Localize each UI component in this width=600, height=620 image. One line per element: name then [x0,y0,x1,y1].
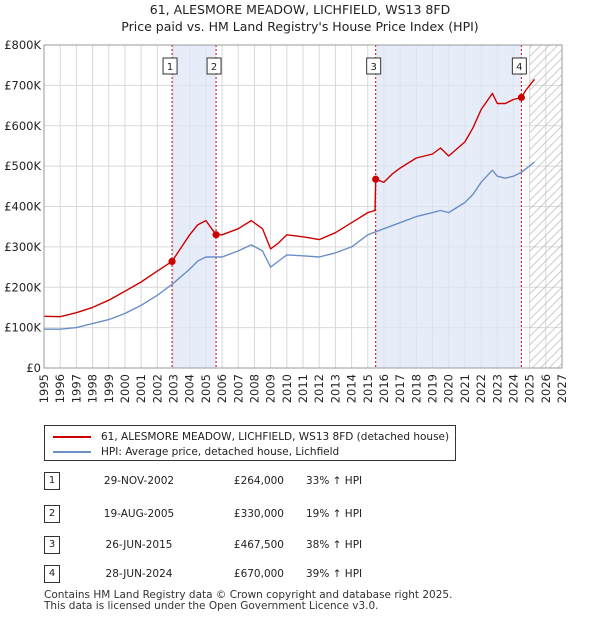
y-tick-label: £300K [4,240,41,254]
x-tick-label: 2005 [199,374,213,403]
x-tick-label: 1996 [53,374,67,403]
sale-date: 28-JUN-2024 [105,568,173,580]
legend-label-hpi: HPI: Average price, detached house, Lich… [101,446,340,458]
sale-date: 26-JUN-2015 [105,539,173,551]
x-tick-label: 2011 [296,374,310,403]
price-chart: 61, ALESMORE MEADOW, LICHFIELD, WS13 8FD… [4,2,569,403]
sale-label: 1 [167,62,173,73]
x-tick-label: 2023 [490,374,504,403]
sale-hpi-change: 33% ↑ HPI [306,475,363,487]
footer-attribution: Contains HM Land Registry data © Crown c… [44,590,452,612]
y-tick-label: £0 [26,361,41,375]
sale-label: 4 [516,62,522,73]
x-tick-label: 2001 [134,374,148,403]
legend: 61, ALESMORE MEADOW, LICHFIELD, WS13 8FD… [44,425,456,461]
legend-item-property: 61, ALESMORE MEADOW, LICHFIELD, WS13 8FD… [53,430,449,444]
x-tick-label: 2006 [215,374,229,403]
sale-price: £330,000 [233,508,284,520]
sale-label: 3 [370,62,376,73]
x-tick-label: 2020 [442,374,456,403]
sale-markers: 1 2 3 4 [162,57,527,266]
sale-number-badge: 2 [44,505,60,523]
x-tick-label: 2026 [539,374,553,403]
x-tick-label: 2013 [328,374,342,403]
sale-hpi-change: 38% ↑ HPI [306,539,363,551]
shaded-span [172,45,217,368]
x-tick-label: 2022 [474,374,488,403]
chart-subtitle: Price paid vs. HM Land Registry's House … [121,19,478,34]
axes: £0 £100K £200K £300K £400K £500K £600K £700K £80… [4,38,569,403]
x-tick-label: 2012 [312,374,326,403]
legend-swatch-hpi [53,451,91,453]
sale-price: £264,000 [233,475,284,487]
y-tick-label: £500K [4,159,41,173]
sale-date: 19-AUG-2005 [103,508,175,520]
y-tick-label: £700K [4,78,41,92]
x-tick-label: 2019 [426,374,440,403]
x-tick-label: 2007 [231,374,245,403]
x-tick-label: 2008 [247,374,261,403]
plot-frame [43,44,563,369]
x-tick-label: 2002 [150,374,164,403]
x-tick-label: 1995 [37,374,51,403]
x-tick-label: 2021 [458,374,472,403]
sale-label-box [511,57,527,75]
x-tick-label: 2000 [118,374,132,403]
legend-label-property: 61, ALESMORE MEADOW, LICHFIELD, WS13 8FD… [101,431,450,443]
sale-hpi-change: 39% ↑ HPI [306,568,363,580]
sale-number-badge: 3 [44,536,60,554]
series-lines [43,78,536,330]
x-tick-label: 2010 [280,374,294,403]
future-hatch [529,45,562,368]
series-line-hpi [44,161,535,330]
sale-date: 29-NOV-2002 [103,475,175,487]
series-line-property [43,78,536,318]
x-tick-label: 2024 [506,374,520,403]
footer-line-2: This data is licensed under the Open Gov… [44,600,379,612]
x-tick-label: 2004 [183,374,197,403]
sale-point [372,175,380,183]
x-tick-label: 2017 [393,374,407,403]
table-row: 1 29-NOV-2002 £264,000 33% ↑ HPI [44,472,464,490]
table-row: 3 26-JUN-2015 £467,500 38% ↑ HPI [44,536,464,554]
sale-label-box [206,57,222,75]
sale-hpi-change: 19% ↑ HPI [306,508,363,520]
chart-title: 61, ALESMORE MEADOW, LICHFIELD, WS13 8FD [150,2,450,17]
y-tick-label: £800K [4,38,41,52]
table-row: 2 19-AUG-2005 £330,000 19% ↑ HPI [44,505,464,523]
legend-item-hpi: HPI: Average price, detached house, Lich… [53,445,339,459]
sale-number-badge: 4 [44,565,60,583]
sale-label-box [162,57,178,75]
x-tick-label: 2027 [555,374,569,403]
sale-price: £467,500 [233,539,284,551]
x-tick-label: 2014 [345,374,359,403]
sale-label-box [366,57,382,75]
legend-swatch-property [53,436,91,438]
shaded-spans [171,45,562,368]
x-tick-label: 1999 [102,374,116,403]
x-tick-label: 1997 [69,374,83,403]
x-tick-label: 2016 [377,374,391,403]
y-tick-label: £600K [4,119,41,133]
x-tick-label: 2018 [409,374,423,403]
y-tick-label: £100K [4,321,41,335]
y-tick-label: £400K [4,200,41,214]
sale-label: 2 [211,62,217,73]
sale-point [212,231,220,239]
sale-price: £670,000 [233,568,284,580]
sale-point [517,93,525,102]
x-tick-label: 2025 [523,374,537,403]
x-tick-label: 2009 [264,374,278,403]
x-tick-label: 2015 [361,374,375,403]
sale-point [168,257,176,266]
sale-number-badge: 1 [44,472,60,490]
y-tick-label: £200K [4,280,41,294]
shaded-span [375,45,522,368]
table-row: 4 28-JUN-2024 £670,000 39% ↑ HPI [44,565,464,583]
x-tick-label: 1998 [86,374,100,403]
footer-line-1: Contains HM Land Registry data © Crown c… [44,589,453,601]
x-tick-label: 2003 [167,374,181,403]
